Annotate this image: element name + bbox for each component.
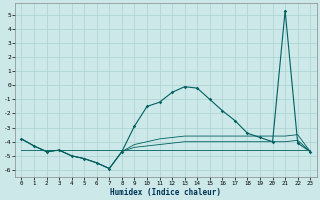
- X-axis label: Humidex (Indice chaleur): Humidex (Indice chaleur): [110, 188, 221, 197]
